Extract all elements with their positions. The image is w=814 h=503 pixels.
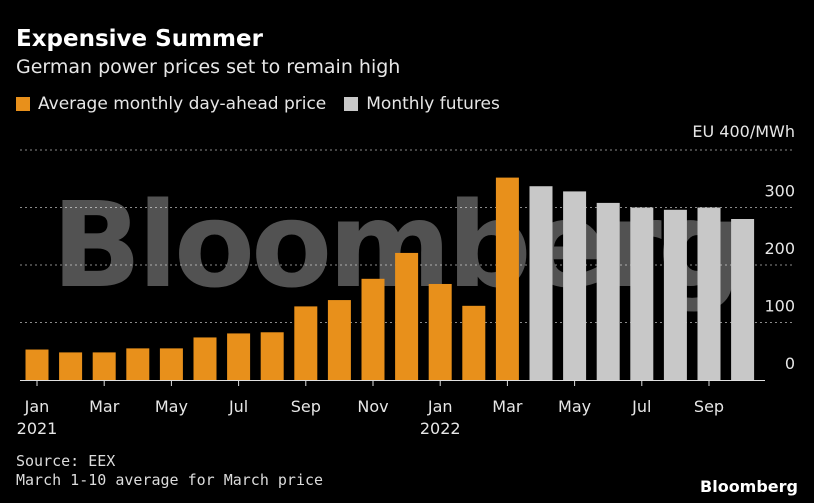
x-tick-label: Mar	[492, 397, 523, 416]
bar-day-ahead	[260, 332, 284, 380]
bar-day-ahead	[159, 348, 183, 380]
chart-title: Expensive Summer	[16, 26, 263, 52]
chart-subtitle: German power prices set to remain high	[16, 56, 401, 78]
bar-day-ahead	[495, 177, 519, 380]
legend-swatch-futures	[344, 97, 359, 111]
price-note: March 1-10 average for March price	[16, 471, 324, 489]
bar-day-ahead	[361, 278, 385, 380]
legend-item-futures: Monthly futures	[344, 94, 500, 114]
legend-label-day-ahead: Average monthly day-ahead price	[38, 94, 327, 114]
x-tick-year-label: 2022	[420, 419, 461, 438]
bar-day-ahead	[294, 306, 318, 380]
legend-item-day-ahead: Average monthly day-ahead price	[16, 94, 326, 114]
y-unit-label: EU 400/MWh	[692, 122, 795, 141]
legend-label-futures: Monthly futures	[366, 94, 500, 114]
bar-day-ahead	[428, 283, 452, 380]
source-note: Source: EEX	[16, 452, 116, 470]
y-tick-label: 0	[785, 354, 795, 373]
bar-futures	[563, 191, 587, 380]
x-tick-label: Jan	[427, 397, 453, 416]
x-tick-label: Jan	[24, 397, 50, 416]
bar-futures	[697, 207, 721, 380]
x-tick-label: May	[558, 397, 591, 416]
bar-futures	[630, 207, 654, 380]
y-tick-label: 100	[764, 297, 795, 316]
bar-day-ahead	[59, 352, 83, 380]
bar-day-ahead	[126, 348, 150, 380]
chart-legend: Average monthly day-ahead price Monthly …	[16, 94, 518, 114]
bar-day-ahead	[193, 337, 217, 380]
bar-day-ahead	[327, 300, 351, 380]
bar-futures	[663, 209, 687, 380]
x-tick-label: May	[155, 397, 188, 416]
chart-footnote: Source: EEX March 1-10 average for March…	[16, 452, 323, 490]
bar-day-ahead	[395, 252, 419, 380]
bar-day-ahead	[462, 305, 486, 380]
legend-swatch-day-ahead	[16, 97, 30, 111]
x-tick-label: Jul	[228, 397, 248, 416]
y-tick-label: 300	[764, 182, 795, 201]
y-tick-label: 200	[764, 239, 795, 258]
bar-futures	[596, 202, 620, 380]
bar-futures	[731, 219, 755, 380]
x-tick-label: Nov	[357, 397, 388, 416]
x-tick-year-label: 2021	[17, 419, 58, 438]
x-tick-label: Sep	[291, 397, 321, 416]
x-tick-label: Mar	[89, 397, 120, 416]
bar-day-ahead	[227, 333, 251, 380]
bar-futures	[529, 186, 553, 380]
bar-day-ahead	[92, 352, 116, 380]
bloomberg-logo: Bloomberg	[700, 477, 798, 496]
bar-day-ahead	[25, 349, 49, 380]
x-tick-label: Jul	[631, 397, 651, 416]
x-tick-label: Sep	[694, 397, 724, 416]
